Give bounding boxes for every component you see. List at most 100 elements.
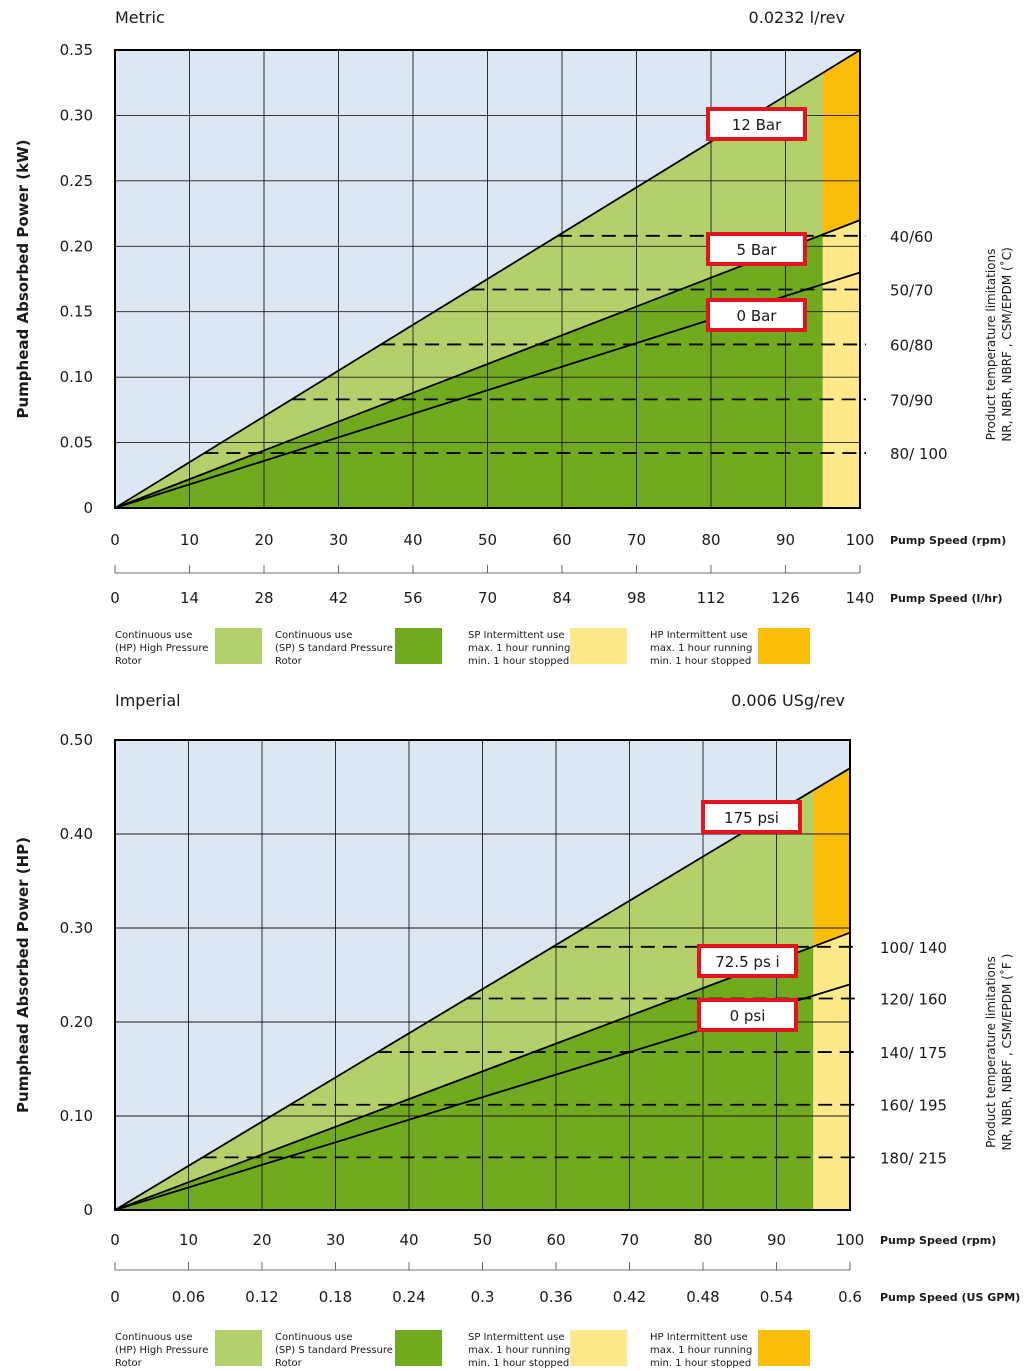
- x2-tick-label: 56: [403, 589, 422, 607]
- x2-tick-label: 42: [329, 589, 348, 607]
- y-tick-label: 0: [83, 1201, 93, 1219]
- temperature-caption: NR, NBR, NBRF , CSM/EPDM (˚F ): [999, 954, 1014, 1151]
- x-tick-label: 50: [473, 1231, 492, 1249]
- legend-label: max. 1 hour running: [468, 643, 570, 654]
- x2-tick-label: 0.24: [392, 1288, 425, 1306]
- metric-chart: Metric 0.0232 l/rev 40/60 50/70 60/80 70/90 80…: [14, 8, 1014, 667]
- legend-label: SP Intermittent use: [468, 1332, 565, 1343]
- y-tick-label: 0.30: [60, 106, 93, 124]
- legend-label: SP Intermittent use: [468, 630, 565, 641]
- pressure-line-0: [114, 767, 851, 1211]
- x-tick-label: 100: [846, 531, 875, 549]
- legend-label: Rotor: [275, 1358, 303, 1369]
- legend-swatch-hp-intermittent: [758, 1330, 810, 1366]
- system-label: Metric: [115, 8, 165, 27]
- x2-tick-label: 0.12: [245, 1288, 278, 1306]
- y-axis-label: Pumphead Absorbed Power (kW): [14, 139, 32, 418]
- pressure-line-1: [114, 219, 861, 509]
- x2-tick-label: 0.48: [686, 1288, 719, 1306]
- imperial-chart: Imperial 0.006 USg/rev 100/ 140 120/ 160 140…: [14, 691, 1020, 1369]
- x-axis-label: Pump Speed (rpm): [890, 534, 1006, 547]
- legend-swatch-hp-intermittent: [758, 628, 810, 664]
- legend-label: Rotor: [115, 1358, 143, 1369]
- x2-tick-label: 0.6: [838, 1288, 862, 1306]
- x-tick-label: 40: [403, 531, 422, 549]
- hp-intermittent-region: [813, 768, 850, 947]
- x2-tick-label: 28: [254, 589, 273, 607]
- legend-label: Continuous use: [275, 1332, 352, 1343]
- legend-label: Continuous use: [115, 1332, 192, 1343]
- x-tick-label: 70: [627, 531, 646, 549]
- plot-frame: [114, 739, 851, 1211]
- pressure-line-1: [114, 931, 851, 1211]
- legend-swatch-sp-intermittent: [570, 1330, 627, 1366]
- legend-label: min. 1 hour stopped: [650, 656, 751, 667]
- x-tick-label: 50: [478, 531, 497, 549]
- y-tick-label: 0.20: [60, 237, 93, 255]
- x2-tick-label: 140: [846, 589, 875, 607]
- y-axis-label: Pumphead Absorbed Power (HP): [14, 837, 32, 1113]
- pressure-label: 0 Bar: [737, 307, 778, 325]
- legend-label: max. 1 hour running: [650, 1345, 752, 1356]
- x-tick-label: 80: [701, 531, 720, 549]
- legend-label: Rotor: [115, 656, 143, 667]
- legend-label: max. 1 hour running: [468, 1345, 570, 1356]
- x2-tick-label: 0.18: [319, 1288, 352, 1306]
- x-tick-label: 70: [620, 1231, 639, 1249]
- legend-label: Continuous use: [275, 630, 352, 641]
- x2-tick-label: 0.36: [539, 1288, 572, 1306]
- y-tick-label: 0.20: [60, 1013, 93, 1031]
- x2-tick-label: 0.54: [760, 1288, 793, 1306]
- x2-tick-label: 0: [110, 1288, 120, 1306]
- pressure-label: 175 psi: [724, 809, 779, 827]
- legend-swatch-sp-continuous: [395, 1330, 442, 1366]
- x2-tick-label: 0.06: [172, 1288, 205, 1306]
- x-tick-label: 100: [836, 1231, 865, 1249]
- temperature-limit-label: 40/60: [890, 228, 933, 246]
- pressure-label: 72.5 ps i: [715, 953, 779, 971]
- legend-label: (SP) S tandard Pressure: [275, 643, 393, 654]
- x2-tick-label: 126: [771, 589, 800, 607]
- legend-label: HP Intermittent use: [650, 1332, 748, 1343]
- y-tick-label: 0.10: [60, 368, 93, 386]
- legend-label: Rotor: [275, 656, 303, 667]
- x2-tick-label: 112: [697, 589, 726, 607]
- x-tick-label: 90: [776, 531, 795, 549]
- temperature-limit-label: 50/70: [890, 281, 933, 299]
- hp-intermittent-region: [822, 50, 860, 235]
- x-tick-label: 10: [179, 1231, 198, 1249]
- pressure-label: 5 Bar: [737, 241, 778, 259]
- x-axis-label: Pump Speed (rpm): [880, 1234, 996, 1247]
- temperature-limit-label: 120/ 160: [880, 991, 947, 1009]
- y-tick-label: 0.05: [60, 434, 93, 452]
- displacement-label: 0.006 USg/rev: [731, 691, 845, 710]
- y-tick-label: 0.50: [60, 731, 93, 749]
- pressure-label-box: [706, 232, 807, 266]
- legend-label: min. 1 hour stopped: [468, 656, 569, 667]
- x2-axis-label: Pump Speed (l/hr): [890, 592, 1003, 605]
- legend-label: max. 1 hour running: [650, 643, 752, 654]
- pressure-label-box: [697, 998, 798, 1032]
- y-tick-label: 0.35: [60, 41, 93, 59]
- y-tick-label: 0.25: [60, 172, 93, 190]
- x-tick-label: 80: [693, 1231, 712, 1249]
- y-tick-label: 0.30: [60, 919, 93, 937]
- y-tick-label: 0.15: [60, 303, 93, 321]
- temperature-caption: Product temperature limitations: [984, 249, 998, 441]
- legend-label: Continuous use: [115, 630, 192, 641]
- pressure-label-box: [697, 944, 798, 978]
- temperature-limit-label: 180/ 215: [880, 1149, 947, 1167]
- legend-label: HP Intermittent use: [650, 630, 748, 641]
- legend-label: (SP) S tandard Pressure: [275, 1345, 393, 1356]
- sp-intermittent-region: [822, 220, 860, 508]
- pressure-label-box: [701, 800, 802, 834]
- x-tick-label: 40: [399, 1231, 418, 1249]
- temperature-limit-label: 60/80: [890, 336, 933, 354]
- x2-tick-label: 0.42: [613, 1288, 646, 1306]
- x-tick-label: 20: [254, 531, 273, 549]
- pressure-label: 0 psi: [730, 1007, 766, 1025]
- x-tick-label: 90: [767, 1231, 786, 1249]
- x-tick-label: 0: [110, 1231, 120, 1249]
- y-tick-label: 0.40: [60, 825, 93, 843]
